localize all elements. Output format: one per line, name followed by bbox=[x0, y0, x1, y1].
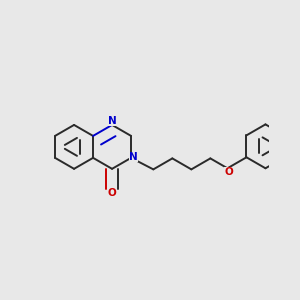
Text: N: N bbox=[108, 116, 116, 126]
Text: O: O bbox=[108, 188, 116, 198]
Text: O: O bbox=[224, 167, 233, 177]
Text: N: N bbox=[130, 152, 138, 162]
